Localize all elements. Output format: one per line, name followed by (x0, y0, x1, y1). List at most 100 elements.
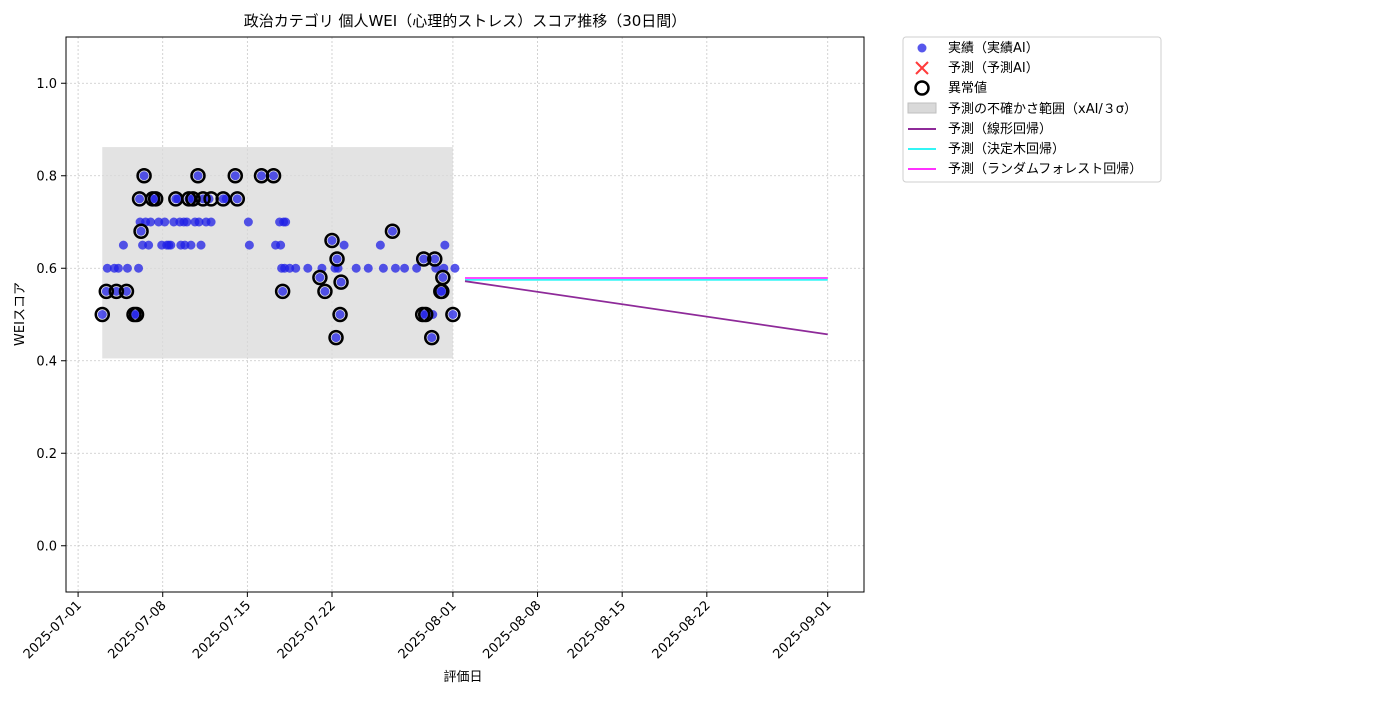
y-tick-label: 0.8 (36, 169, 57, 184)
prediction-lines-layer (464, 277, 828, 336)
actual-point (102, 263, 112, 273)
anomaly-marker (415, 251, 432, 267)
actual-point (278, 286, 288, 296)
anomaly-marker (190, 168, 206, 184)
actual-point (336, 277, 346, 287)
legend-frame (902, 36, 1162, 183)
actual-point (135, 194, 145, 204)
y-axis-ticks: 0.0 0.2 0.4 0.6 0.8 1.0 (36, 77, 66, 554)
actual-point (276, 240, 286, 250)
actual-point (194, 217, 204, 227)
actual-point (331, 333, 341, 343)
actual-point (332, 254, 342, 264)
anomaly-marker (274, 283, 291, 300)
y-axis-title: WEIスコア (13, 282, 28, 346)
anomaly-marker (128, 306, 145, 323)
actual-point (196, 240, 206, 250)
y-tick-label: 0.6 (36, 262, 57, 277)
x-tick-label: 2025-08-15 (565, 598, 629, 662)
x-tick-label: 2025-08-22 (650, 598, 714, 662)
actual-point (390, 263, 400, 273)
uncertainty-band-layer (102, 147, 453, 359)
actual-point (139, 171, 149, 181)
anomaly-marker (227, 168, 244, 184)
anomaly-marker (229, 191, 246, 207)
x-axis-title: 評価日 (443, 670, 482, 685)
actual-point (419, 254, 429, 264)
actual-point (186, 240, 196, 250)
anomaly-marker (195, 191, 211, 207)
actual-point (166, 240, 176, 250)
actual-point (281, 217, 291, 227)
actual-point (101, 286, 111, 296)
legend-label-forest: 予測（ランダムフォレスト回帰） (948, 161, 1142, 177)
anomaly-marker (333, 274, 349, 290)
actual-point (232, 194, 242, 204)
y-tick-label: 0.4 (36, 354, 57, 369)
legend-label-uncertainty: 予測の不確かさ範囲（xAI/３σ） (948, 101, 1137, 117)
chart-title: 政治カテゴリ 個人WEI（心理的ストレス）スコア推移（30日間） (244, 12, 687, 30)
actual-point (335, 310, 345, 319)
actual-point (182, 217, 192, 227)
actual-point (339, 240, 349, 250)
actual-point (378, 263, 388, 273)
actual-point (173, 194, 183, 204)
anomaly-marker (133, 223, 149, 239)
actual-point (193, 171, 203, 181)
actual-point (146, 217, 156, 227)
x-tick-label: 2025-07-01 (21, 598, 85, 662)
prediction-line-linear (464, 280, 828, 336)
actual-point (450, 263, 460, 273)
anomaly-marker (94, 306, 111, 323)
legend-marker-anomaly (914, 80, 930, 96)
actual-point (440, 240, 450, 250)
anomaly-marker (98, 283, 115, 300)
actual-point (121, 286, 131, 296)
actual-point (400, 263, 410, 273)
x-tick-label: 2025-09-01 (771, 598, 835, 662)
anomaly-marker (317, 283, 333, 300)
y-tick-label: 0.0 (36, 539, 57, 554)
actual-point (438, 273, 448, 282)
actual-point (206, 217, 216, 227)
actual-point (136, 226, 146, 236)
actual-point (113, 263, 123, 273)
anomaly-marker (312, 269, 328, 286)
actual-point (351, 263, 361, 273)
x-tick-label: 2025-07-15 (190, 598, 254, 662)
actual-point (134, 263, 144, 273)
anomaly-marker (324, 232, 340, 249)
actual-point (430, 254, 440, 264)
anomaly-marker (424, 329, 440, 346)
anomaly-marker (265, 168, 282, 184)
legend-label-actual: 実績（実績AI） (948, 40, 1039, 56)
actual-point (320, 286, 330, 296)
x-tick-label: 2025-08-08 (480, 598, 544, 662)
y-tick-label: 0.2 (36, 447, 57, 462)
anomaly-marker (185, 191, 201, 207)
actual-point (144, 240, 154, 250)
x-tick-label: 2025-07-08 (106, 598, 170, 662)
actual-point (244, 240, 254, 250)
actual-point (363, 263, 373, 273)
legend-label-predicted: 予測（予測AI） (948, 61, 1039, 76)
actual-point (230, 171, 240, 181)
anomaly-marker (328, 329, 344, 346)
actual-point (256, 171, 266, 181)
legend-label-linear: 予測（線形回帰） (948, 121, 1052, 137)
actual-point (111, 286, 121, 296)
plot-frame (65, 36, 865, 593)
x-tick-label: 2025-07-22 (275, 598, 339, 662)
legend-marker-predicted (915, 61, 929, 75)
legend-label-anomaly: 異常値 (948, 80, 987, 96)
actual-point (160, 217, 170, 227)
actual-point (387, 226, 397, 236)
actual-point (448, 310, 458, 319)
anomaly-marker (445, 306, 461, 323)
legend: 実績（実績AI） 予測（予測AI） 異常値 予測の不確かさ範囲（xAI/３σ） … (902, 36, 1162, 183)
actual-point (412, 263, 422, 273)
anomaly-marker (384, 223, 401, 239)
actual-point (291, 263, 301, 273)
actual-point (437, 286, 447, 296)
